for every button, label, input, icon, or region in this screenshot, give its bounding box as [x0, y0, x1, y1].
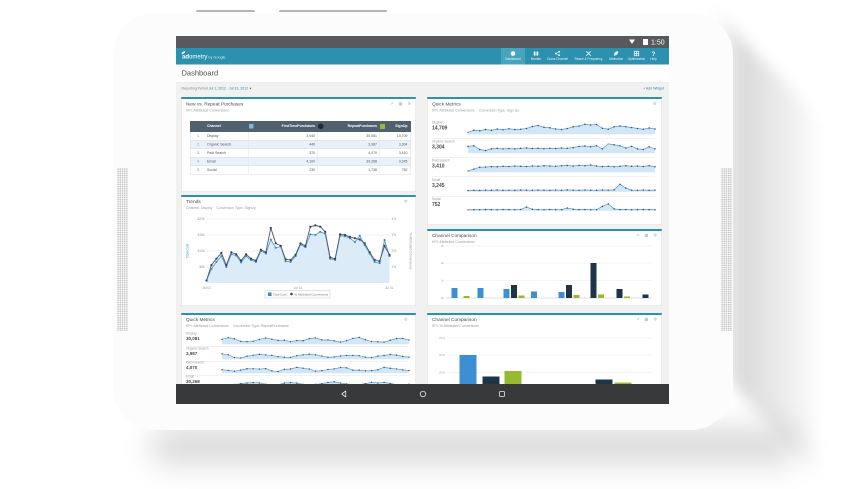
svg-text:% Attributed Conversions: % Attributed Conversions: [295, 293, 329, 297]
svg-text:$15k: $15k: [197, 233, 204, 237]
svg-text:$20k: $20k: [197, 217, 204, 221]
svg-text:% Attributed Conversions: % Attributed Conversions: [409, 233, 413, 270]
svg-text:Jul 01: Jul 01: [203, 286, 212, 290]
svg-text:3%: 3%: [392, 233, 397, 237]
svg-text:$10k: $10k: [197, 249, 204, 253]
svg-text:0k: 0k: [441, 296, 445, 300]
svg-text:2%: 2%: [392, 249, 397, 253]
svg-text:2k: 2k: [441, 261, 445, 265]
svg-text:$5k: $5k: [199, 265, 205, 269]
svg-text:4%: 4%: [392, 217, 397, 221]
svg-text:Total Cost: Total Cost: [273, 293, 287, 297]
svg-text:Jul 16: Jul 16: [294, 286, 303, 290]
svg-text:25%: 25%: [439, 371, 445, 375]
svg-text:75%: 75%: [439, 336, 445, 340]
svg-text:50%: 50%: [439, 353, 445, 357]
svg-text:?: ?: [652, 52, 656, 57]
svg-text:3k: 3k: [441, 245, 445, 248]
svg-text:1%: 1%: [392, 265, 397, 269]
svg-text:1k: 1k: [441, 279, 445, 283]
svg-text:Total Cost: Total Cost: [186, 244, 190, 259]
svg-text:Jul 31: Jul 31: [385, 286, 394, 290]
